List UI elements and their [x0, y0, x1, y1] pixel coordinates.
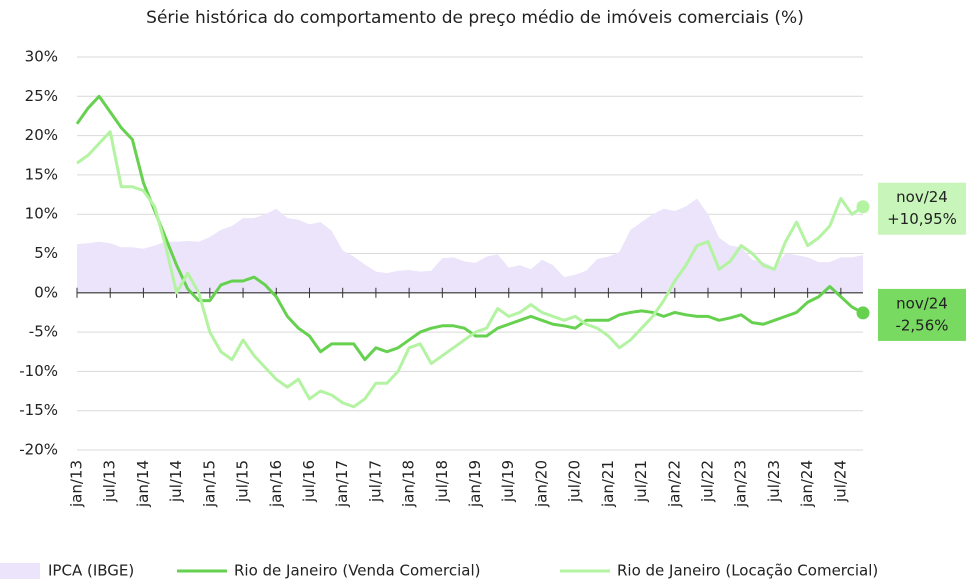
x-tick-label: jul/23 — [765, 460, 783, 503]
y-tick-label: -10% — [19, 362, 58, 380]
annotation-text: -2,56% — [895, 316, 948, 334]
x-tick-label: jan/15 — [200, 460, 218, 508]
y-tick-label: 5% — [34, 244, 58, 262]
x-tick-label: jul/22 — [699, 460, 717, 503]
x-tick-label: jul/15 — [234, 460, 252, 503]
x-tick-label: jan/18 — [400, 460, 418, 508]
x-tick-label: jan/23 — [732, 460, 750, 508]
x-tick-label: jan/24 — [798, 460, 816, 508]
annotation-box — [878, 288, 966, 341]
end-point — [856, 306, 870, 320]
x-tick-label: jan/20 — [532, 460, 550, 508]
legend-label: Rio de Janeiro (Venda Comercial) — [234, 562, 480, 580]
annotation-box — [878, 182, 966, 235]
x-tick-label: jan/22 — [665, 460, 683, 508]
x-tick-label: jul/14 — [167, 460, 185, 503]
line — [76, 130, 864, 409]
x-tick-label: jan/16 — [267, 460, 285, 508]
x-tick-label: jan/14 — [134, 460, 152, 508]
y-tick-label: 10% — [25, 205, 58, 223]
x-tick-label: jul/18 — [433, 460, 451, 503]
y-tick-label: -20% — [19, 441, 58, 459]
line — [75, 94, 864, 362]
y-tick-label: 25% — [25, 87, 58, 105]
end-point — [856, 200, 870, 214]
x-tick-label: jul/20 — [566, 460, 584, 503]
x-tick-label: jul/19 — [499, 460, 517, 503]
y-tick-label: 20% — [25, 126, 58, 144]
area — [77, 198, 863, 293]
x-tick-label: jan/21 — [599, 460, 617, 508]
x-tick-label: jul/13 — [101, 460, 119, 503]
x-tick-label: jan/17 — [333, 460, 351, 508]
y-tick-label: 0% — [34, 283, 58, 301]
annotation-text: nov/24 — [896, 294, 948, 312]
y-tick-label: 15% — [25, 165, 58, 183]
y-tick-label: -5% — [29, 323, 58, 341]
chart-title: Série histórica do comportamento de preç… — [146, 8, 804, 28]
legend-label: Rio de Janeiro (Locação Comercial) — [617, 562, 878, 580]
legend-label: IPCA (IBGE) — [48, 562, 134, 580]
annotation-text: nov/24 — [896, 188, 948, 206]
x-tick-label: jul/24 — [831, 460, 849, 503]
y-tick-label: 30% — [25, 48, 58, 66]
x-tick-label: jul/17 — [366, 460, 384, 503]
x-tick-label: jul/16 — [300, 460, 318, 503]
y-tick-label: -15% — [19, 401, 58, 419]
annotation-text: +10,95% — [887, 210, 957, 228]
x-tick-label: jan/19 — [466, 460, 484, 508]
x-tick-label: jul/21 — [632, 460, 650, 503]
legend-swatch — [0, 563, 40, 579]
x-tick-label: jan/13 — [68, 460, 86, 508]
